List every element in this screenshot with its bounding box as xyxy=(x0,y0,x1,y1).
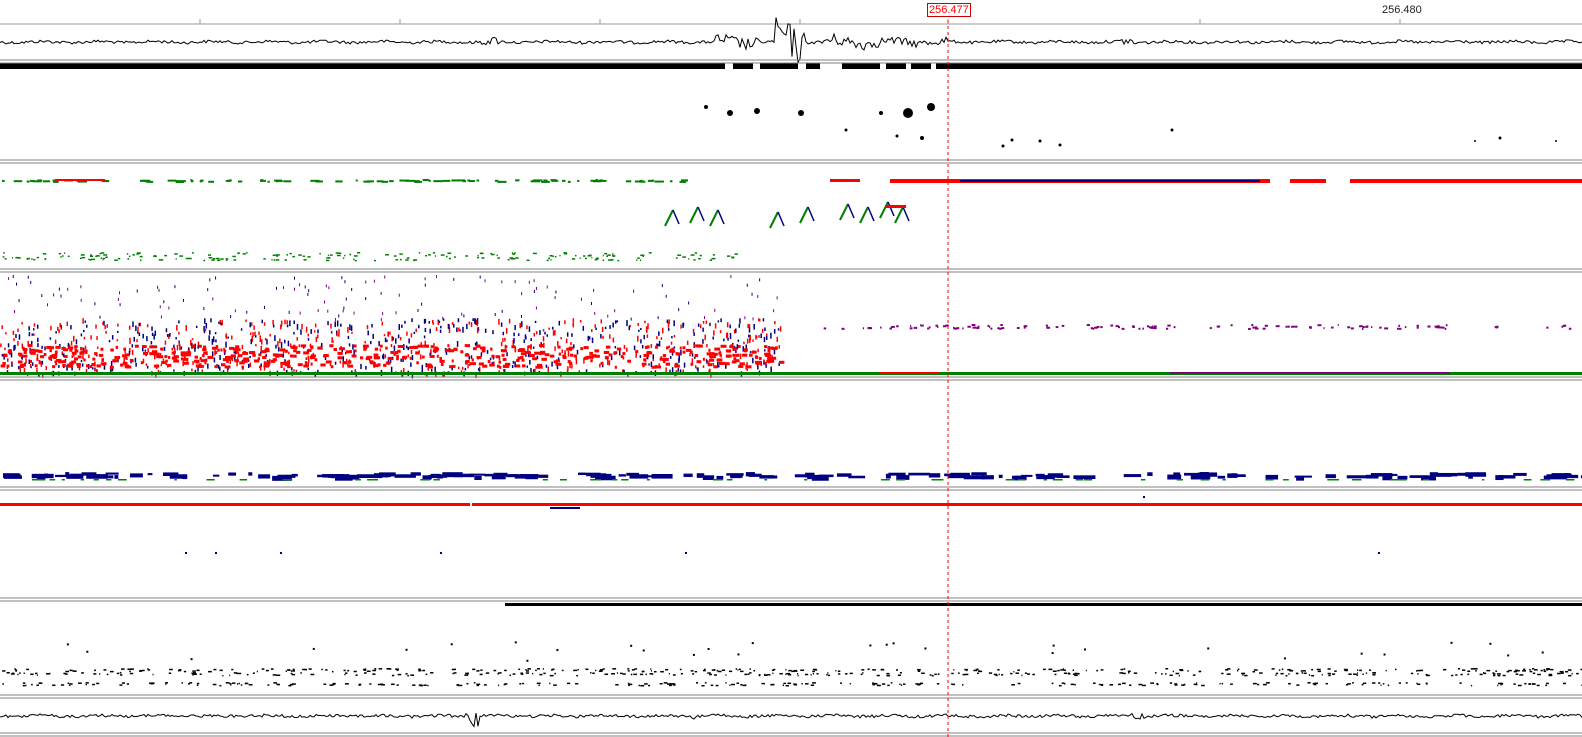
track-dividers xyxy=(0,59,1582,737)
ruler-label-256480: 256.480 xyxy=(1382,4,1422,16)
time-ruler[interactable] xyxy=(0,19,1582,25)
track-black-dots-track[interactable] xyxy=(2,603,1582,687)
track-black-event-track[interactable] xyxy=(0,63,1582,148)
track-top-waveform[interactable] xyxy=(0,17,1582,65)
track-red-green-track[interactable] xyxy=(2,179,1582,262)
track-bottom-waveform[interactable] xyxy=(0,712,1582,728)
track-blue-track[interactable] xyxy=(2,472,1582,481)
track-dense-multicolor-track[interactable] xyxy=(0,274,1582,379)
track-red-line-track[interactable] xyxy=(0,496,1582,554)
cursor-time-label[interactable]: 256.477 xyxy=(927,3,971,17)
